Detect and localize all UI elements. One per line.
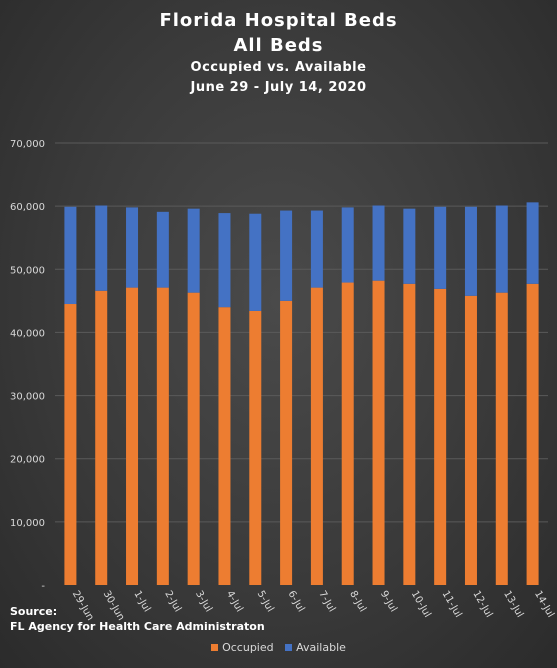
bar-available-7-Jul [310, 210, 323, 288]
bar-available-11-Jul [434, 206, 447, 289]
bar-available-13-Jul [495, 205, 508, 293]
bar-occupied-1-Jul [126, 287, 139, 585]
x-tick-label-11-Jul: 11-Jul [440, 589, 464, 620]
y-tick-label-10000: 10,000 [10, 518, 45, 529]
chart-title-line-1: Florida Hospital Beds [159, 10, 398, 31]
x-tick-label-8-Jul: 8-Jul [347, 589, 368, 614]
bar-available-30-Jun [95, 205, 108, 291]
bar-available-2-Jul [156, 211, 169, 288]
bar-available-3-Jul [187, 208, 200, 293]
legend-swatch-occupied [211, 644, 219, 651]
legend-item-available: Available [285, 641, 346, 654]
bar-available-9-Jul [372, 205, 385, 281]
bar-available-10-Jul [403, 208, 416, 284]
source-note: Source: FL Agency for Health Care Admini… [10, 604, 265, 634]
x-tick-label-6-Jul: 6-Jul [285, 589, 306, 614]
bar-occupied-12-Jul [464, 295, 477, 585]
bar-available-8-Jul [341, 207, 354, 283]
bar-occupied-4-Jul [218, 307, 231, 585]
y-tick-label-0: - [41, 581, 45, 592]
legend-item-occupied: Occupied [211, 641, 274, 654]
bar-available-4-Jul [218, 213, 231, 308]
bar-available-1-Jul [126, 207, 139, 288]
chart-titles: Florida Hospital Beds All Beds Occupied … [0, 8, 557, 98]
y-tick-label-20000: 20,000 [10, 455, 45, 466]
legend-label-available: Available [296, 641, 346, 654]
y-tick-label-60000: 60,000 [10, 202, 45, 213]
chart-subtitle-line-2: June 29 - July 14, 2020 [190, 80, 367, 95]
chart-subtitle-line-1: Occupied vs. Available [190, 60, 367, 75]
bar-occupied-11-Jul [434, 288, 447, 585]
bar-available-12-Jul [464, 206, 477, 296]
bar-occupied-2-Jul [156, 287, 169, 585]
bar-occupied-9-Jul [372, 280, 385, 585]
legend-swatch-available [285, 644, 293, 651]
bar-occupied-29-Jun [64, 304, 77, 585]
bar-occupied-30-Jun [95, 290, 108, 585]
x-tick-label-7-Jul: 7-Jul [316, 589, 337, 614]
x-tick-label-9-Jul: 9-Jul [378, 589, 399, 614]
y-tick-label-50000: 50,000 [10, 265, 45, 276]
x-tick-label-14-Jul: 14-Jul [532, 589, 556, 620]
x-tick-label-10-Jul: 10-Jul [409, 589, 433, 620]
y-tick-label-70000: 70,000 [10, 139, 45, 150]
y-tick-label-40000: 40,000 [10, 328, 45, 339]
chart-title-line-2: All Beds [233, 35, 324, 56]
bar-occupied-6-Jul [280, 300, 293, 585]
legend-label-occupied: Occupied [222, 641, 274, 654]
bar-occupied-8-Jul [341, 282, 354, 585]
bar-occupied-7-Jul [310, 287, 323, 585]
bar-occupied-5-Jul [249, 310, 262, 585]
bar-available-29-Jun [64, 206, 77, 305]
chart-legend: Occupied Available [0, 641, 557, 654]
bar-occupied-13-Jul [495, 292, 508, 585]
bar-available-5-Jul [249, 213, 262, 311]
y-tick-label-30000: 30,000 [10, 392, 45, 403]
source-label: Source: [10, 605, 58, 618]
source-text: FL Agency for Health Care Administraton [10, 620, 265, 633]
bar-occupied-14-Jul [526, 283, 539, 585]
bar-available-6-Jul [280, 210, 293, 301]
bar-available-14-Jul [526, 202, 539, 284]
x-tick-label-13-Jul: 13-Jul [501, 589, 525, 620]
bar-occupied-3-Jul [187, 292, 200, 585]
bar-occupied-10-Jul [403, 283, 416, 585]
x-tick-label-12-Jul: 12-Jul [470, 589, 494, 620]
